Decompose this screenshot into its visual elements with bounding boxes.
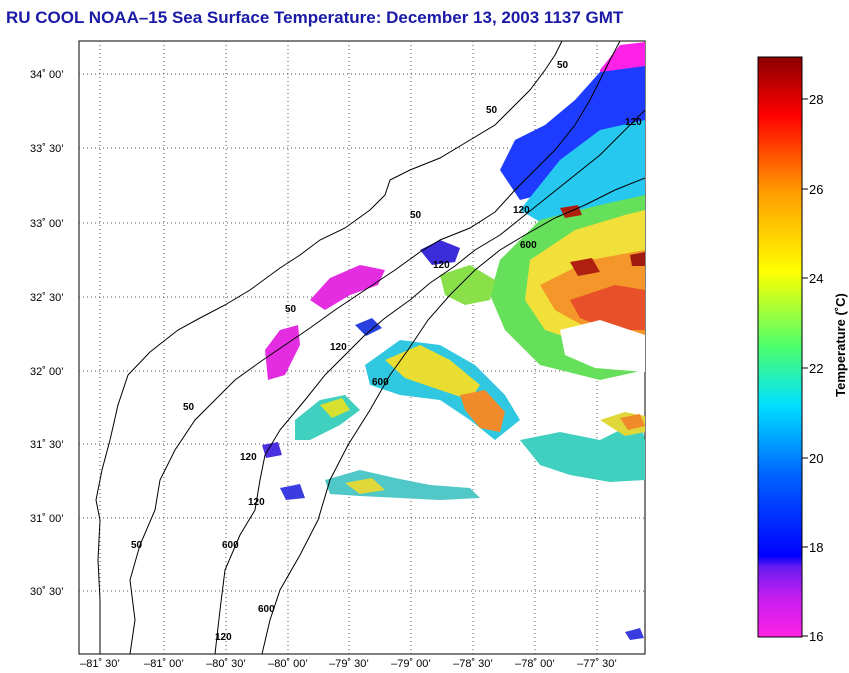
contour-label: 600	[520, 240, 537, 251]
contour-label: 50	[285, 304, 297, 315]
contour-label: 120	[433, 260, 450, 271]
isobath-50m	[129, 41, 621, 654]
lon-tick-label: –81˚ 30’	[80, 658, 120, 670]
sst-patch-yellow-s	[345, 478, 385, 494]
lat-tick-label: 32˚ 00’	[30, 366, 64, 378]
lat-tick-label: 33˚ 00’	[30, 218, 64, 230]
contour-label-group: 50 50 50 50 50 50 120 120 120 120 120 12…	[131, 60, 642, 643]
contour-label: 120	[240, 452, 257, 463]
sst-patch-orange-se	[620, 414, 645, 430]
sst-patch-blue-far-se	[625, 628, 644, 640]
coastline	[95, 41, 563, 654]
sst-patch-blue-s	[280, 484, 305, 500]
contour-label: 50	[183, 402, 195, 413]
lon-tick-label: –79˚ 00’	[391, 658, 431, 670]
colorbar-tick-label: 16	[809, 629, 823, 644]
lon-tick-label: –78˚ 30’	[453, 658, 493, 670]
colorbar-tick-label: 26	[809, 182, 823, 197]
colorbar-tick-label: 20	[809, 451, 823, 466]
lon-axis: –81˚ 30’ –81˚ 00’ –80˚ 30’ –80˚ 00’ –79˚…	[80, 658, 617, 670]
sst-patch-yellow-c	[385, 345, 480, 400]
sst-patch-cyan-ne	[520, 120, 645, 225]
contour-label: 600	[222, 540, 239, 551]
contour-label: 600	[372, 377, 389, 388]
lat-tick-label: 32˚ 30’	[30, 292, 64, 304]
contour-label: 120	[248, 497, 265, 508]
isobath-600m	[261, 177, 645, 654]
lat-tick-label: 31˚ 00’	[30, 513, 64, 525]
lon-tick-label: –78˚ 00’	[515, 658, 555, 670]
sst-patch-orange-c	[460, 390, 505, 432]
sst-patch-magenta-n2	[265, 325, 300, 380]
contour-label: 120	[625, 117, 642, 128]
colorbar-ticks	[802, 98, 808, 637]
contour-label: 600	[258, 604, 275, 615]
lon-tick-label: –80˚ 30’	[206, 658, 246, 670]
contour-label: 50	[486, 105, 498, 116]
contour-label: 120	[330, 342, 347, 353]
contour-label: 120	[513, 205, 530, 216]
contour-label: 50	[557, 60, 569, 71]
lat-tick-label: 34˚ 00’	[30, 69, 64, 81]
lat-tick-label: 33˚ 30’	[30, 143, 64, 155]
sst-patch-red-e	[570, 285, 645, 330]
contour-label: 50	[131, 540, 143, 551]
lat-tick-label: 31˚ 30’	[30, 439, 64, 451]
colorbar: 28 26 24 22 20 18 16 Temperature (˚C)	[757, 56, 848, 644]
colorbar-title: Temperature (˚C)	[833, 293, 848, 397]
colorbar-tick-label: 28	[809, 92, 823, 107]
sst-patch-green-c2	[440, 265, 495, 305]
sst-patch-darkred-e2	[630, 252, 645, 266]
lat-tick-label: 30˚ 30’	[30, 586, 64, 598]
lon-tick-label: –80˚ 00’	[268, 658, 308, 670]
sst-patch-darkred-e	[570, 258, 600, 276]
sst-patch-yellow-w	[320, 398, 350, 418]
lat-axis: 34˚ 00’ 33˚ 30’ 33˚ 00’ 32˚ 30’ 32˚ 00’ …	[30, 69, 64, 598]
colorbar-tick-label: 22	[809, 361, 823, 376]
contour-label: 120	[215, 632, 232, 643]
lon-tick-label: –79˚ 30’	[329, 658, 369, 670]
sst-data-layer	[262, 42, 645, 640]
isobath-120m	[214, 109, 645, 654]
colorbar-tick-label: 18	[809, 540, 823, 555]
sst-cloud-gap-e	[560, 320, 645, 372]
sst-patch-magenta-n	[310, 265, 385, 310]
map-title: RU COOL NOAA–15 Sea Surface Temperature:…	[6, 8, 624, 27]
lon-tick-label: –77˚ 30’	[577, 658, 617, 670]
sst-patch-blue-n2	[355, 318, 382, 336]
colorbar-tick-label: 24	[809, 271, 823, 286]
lon-tick-label: –81˚ 00’	[144, 658, 184, 670]
sst-patch-blue-sw	[262, 442, 282, 458]
colorbar-gradient	[757, 56, 803, 638]
contour-label: 50	[410, 210, 422, 221]
sst-patch-cyan-se	[520, 420, 645, 482]
